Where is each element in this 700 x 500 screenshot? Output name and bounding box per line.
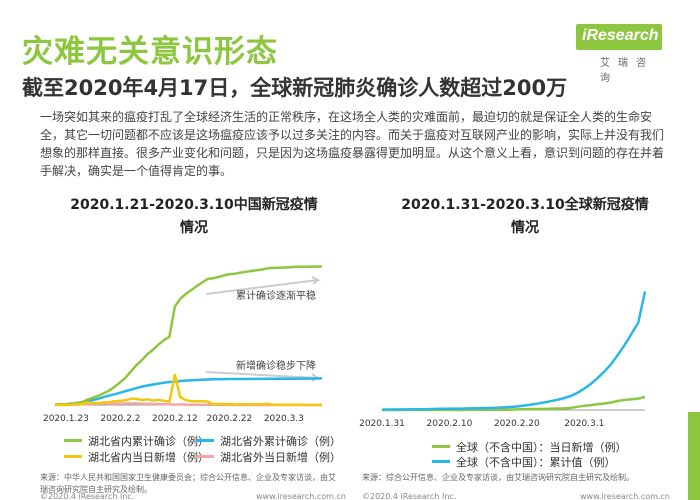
arrow-cumulative	[205, 276, 322, 295]
right-x-tick-label: 2020.3.1	[564, 419, 604, 429]
right-source-note: 来源：综合公开信息、企业及专家访谈，由艾瑞咨询研究院自主研究及绘制。	[362, 473, 634, 482]
right-chart-title: 2020.1.31-2020.3.10全球新冠疫情 情况	[390, 194, 660, 240]
right-series-line	[381, 291, 647, 411]
legend-label: 全球（不含中国）：当日新增（例）	[456, 441, 627, 454]
annotation-new-declining: 新增确诊稳步下降	[236, 361, 316, 372]
legend-label: 湖北省外当日新增（例）	[220, 451, 341, 464]
footer-left-copyright: ©2020.4 iResearch Inc.	[40, 492, 135, 500]
left-x-tick-label: 2020.3.3	[264, 414, 304, 424]
left-chart-title-line1: 2020.1.21-2020.3.10中国新冠疫情	[70, 197, 318, 213]
legend-swatch-blue	[196, 439, 214, 442]
footer-right-copyright: ©2020.4 iResearch Inc.	[362, 492, 457, 500]
intro-paragraph: 一场突如其来的瘟疫打乱了全球经济生活的正常秩序，在这场全人类的灾难面前，最迫切的…	[40, 110, 665, 178]
page-title: 灾难无关意识形态	[22, 34, 278, 70]
right-x-tick-label: 2020.2.20	[494, 419, 540, 429]
logo-brand: iResearch	[582, 27, 659, 44]
legend-swatch-green	[64, 439, 82, 442]
right-chart-title-line1: 2020.1.31-2020.3.10全球新冠疫情	[401, 197, 649, 213]
left-series-line	[54, 373, 322, 407]
logo-background	[576, 24, 662, 50]
legend-swatch-pink	[196, 455, 214, 458]
legend-swatch-green	[432, 445, 450, 448]
left-series-line	[54, 265, 323, 406]
legend-swatch-yellow	[64, 455, 82, 458]
footer-left-url: www.iresearch.com.cn	[256, 492, 346, 500]
logo-subtitle: 艾瑞咨询	[600, 58, 654, 84]
right-chart-title-line2: 情况	[511, 220, 539, 236]
footer-right-url: www.iresearch.com.cn	[580, 492, 670, 500]
left-chart-title: 2020.1.21-2020.3.10中国新冠疫情 情况	[64, 194, 324, 240]
legend-label: 湖北省外累计确诊（例）	[220, 435, 341, 448]
left-x-tick-label: 2020.2.2	[100, 414, 140, 424]
legend-label: 全球（不含中国）：累计值（例）	[456, 456, 616, 469]
page-accent-bar	[688, 412, 700, 500]
left-chart-title-line2: 情况	[180, 220, 208, 236]
page-subtitle: 截至2020年4月17日，全球新冠肺炎确诊人数超过200万	[22, 76, 568, 100]
right-x-tick-label: 2020.2.10	[427, 419, 473, 429]
left-x-tick-label: 2020.2.22	[206, 414, 252, 424]
left-source-note: 来源：中华人民共和国国家卫生健康委员会；综合公开信息、企业及专家访谈，由艾瑞咨询…	[40, 473, 336, 494]
right-x-tick-label: 2020.1.31	[359, 419, 405, 429]
left-x-tick-label: 2020.2.12	[152, 414, 198, 424]
annotation-cumulative-stable: 累计确诊逐渐平稳	[236, 291, 316, 302]
legend-swatch-blue	[432, 460, 450, 463]
legend-label: 湖北省内当日新增（例）	[88, 451, 209, 464]
iresearch-logo: iResearch 艾瑞咨询	[576, 24, 664, 84]
left-x-tick-label: 2020.1.23	[43, 414, 89, 424]
left-series-line	[54, 377, 323, 406]
legend-label: 湖北省内累计确诊（例）	[88, 435, 209, 448]
